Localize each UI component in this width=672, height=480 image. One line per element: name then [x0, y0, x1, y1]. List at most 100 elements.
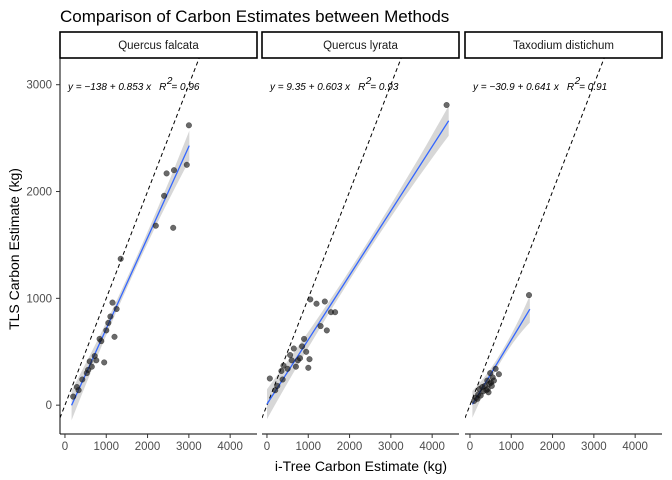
plot-content	[465, 58, 605, 419]
r-squared-label: R	[159, 82, 166, 93]
data-point	[284, 365, 291, 372]
x-tick-label: 4000	[419, 441, 445, 453]
data-point	[321, 298, 328, 305]
data-point	[490, 377, 497, 384]
data-point	[109, 299, 116, 306]
x-tick-label: 2000	[540, 441, 566, 453]
data-point	[488, 382, 495, 389]
data-point	[163, 170, 170, 177]
facet-strip	[261, 31, 460, 59]
data-point	[170, 167, 178, 174]
data-point	[301, 335, 308, 342]
data-point	[299, 343, 306, 350]
r-squared-exponent: 2	[365, 76, 372, 87]
x-tick-label: 1000	[295, 441, 321, 453]
r-squared-exponent: 2	[166, 76, 173, 87]
facet-strip-label: Quercus lyrata	[323, 40, 398, 52]
data-point	[280, 362, 287, 369]
x-tick-label: 3000	[176, 441, 202, 453]
data-point	[185, 122, 192, 129]
reference-line	[465, 58, 605, 419]
data-point	[266, 375, 273, 382]
data-point	[170, 224, 177, 231]
data-point	[292, 363, 299, 370]
data-point	[105, 319, 112, 326]
data-point	[86, 358, 93, 365]
x-tick-label: 1000	[93, 441, 119, 453]
data-point	[98, 338, 105, 345]
data-point	[296, 355, 304, 362]
data-point	[152, 222, 159, 229]
facet-strip-label: Quercus falcata	[118, 40, 199, 52]
data-point	[93, 357, 100, 364]
facet-strip-label: Taxodium distichum	[513, 40, 614, 52]
data-point	[161, 192, 168, 199]
x-tick-label: 1000	[498, 441, 524, 453]
y-tick-label: 3000	[26, 80, 52, 92]
regression-equation: y = −138 + 0.853 x	[67, 82, 152, 93]
data-point	[288, 357, 295, 364]
chart-title: Comparison of Carbon Estimates between M…	[60, 7, 449, 26]
x-tick-label: 0	[62, 441, 68, 453]
data-point	[274, 382, 281, 389]
facet-strip	[464, 31, 663, 59]
data-point	[306, 356, 313, 363]
data-point	[279, 376, 286, 383]
data-point	[88, 363, 95, 370]
x-tick-label: 3000	[581, 441, 607, 453]
data-point	[290, 345, 297, 352]
y-axis-title: TLS Carbon Estimate (kg)	[6, 168, 22, 330]
data-point	[111, 333, 118, 340]
facet-panel: Quercus lyrata 0 1000 2000 3000 4000 y = 9.35 …	[261, 31, 460, 453]
data-point	[79, 376, 86, 383]
data-point	[305, 364, 312, 371]
r-squared-label: R	[358, 82, 365, 93]
facet-strip	[59, 31, 258, 59]
x-tick-label: 4000	[217, 441, 243, 453]
data-point	[101, 359, 108, 366]
data-point	[323, 327, 330, 334]
regression-equation: y = 9.35 + 0.603 x	[269, 82, 351, 93]
facet-panel: Quercus falcata 0 1000 2000 3000 4000 y = −138…	[59, 31, 258, 453]
data-point	[183, 161, 190, 168]
reference-line	[262, 58, 402, 419]
data-point	[492, 365, 499, 372]
data-point	[495, 371, 502, 378]
data-point	[70, 393, 77, 400]
x-tick-label: 3000	[378, 441, 404, 453]
data-point	[443, 101, 450, 109]
data-point	[307, 296, 314, 303]
data-point	[287, 351, 294, 359]
data-point	[278, 367, 285, 375]
x-tick-label: 0	[467, 441, 473, 453]
r-squared-exponent: 2	[574, 76, 581, 87]
plot-content	[60, 58, 200, 421]
data-point	[485, 389, 492, 396]
r-squared-value: = 0.91	[579, 82, 607, 93]
x-tick-label: 4000	[622, 441, 648, 453]
regression-equation: y = −30.9 + 0.641 x	[472, 82, 560, 93]
data-point	[303, 348, 310, 355]
r-squared-value: = 0.96	[171, 82, 200, 93]
data-point	[75, 387, 82, 394]
facet-panel: Taxodium distichum 0 1000 2000 3000 4000 y = −…	[464, 31, 663, 453]
data-point	[113, 305, 120, 313]
plot-content	[262, 58, 450, 420]
data-point	[107, 313, 114, 320]
reference-line	[60, 58, 200, 419]
data-point	[317, 323, 324, 330]
y-tick-label: 1000	[26, 293, 52, 305]
y-axis: 0 1000 2000 3000	[26, 80, 60, 412]
data-point	[117, 255, 124, 262]
r-squared-value: = 0.93	[370, 82, 399, 93]
data-point	[103, 327, 110, 334]
r-squared-label: R	[567, 82, 574, 93]
data-point	[525, 292, 533, 299]
y-tick-label: 0	[46, 400, 52, 412]
data-point	[313, 300, 320, 307]
x-axis-title: i-Tree Carbon Estimate (kg)	[275, 458, 447, 474]
x-tick-label: 2000	[337, 441, 363, 453]
panels: Quercus falcata 0 1000 2000 3000 4000 y = −138…	[59, 31, 663, 453]
data-point	[332, 309, 339, 316]
